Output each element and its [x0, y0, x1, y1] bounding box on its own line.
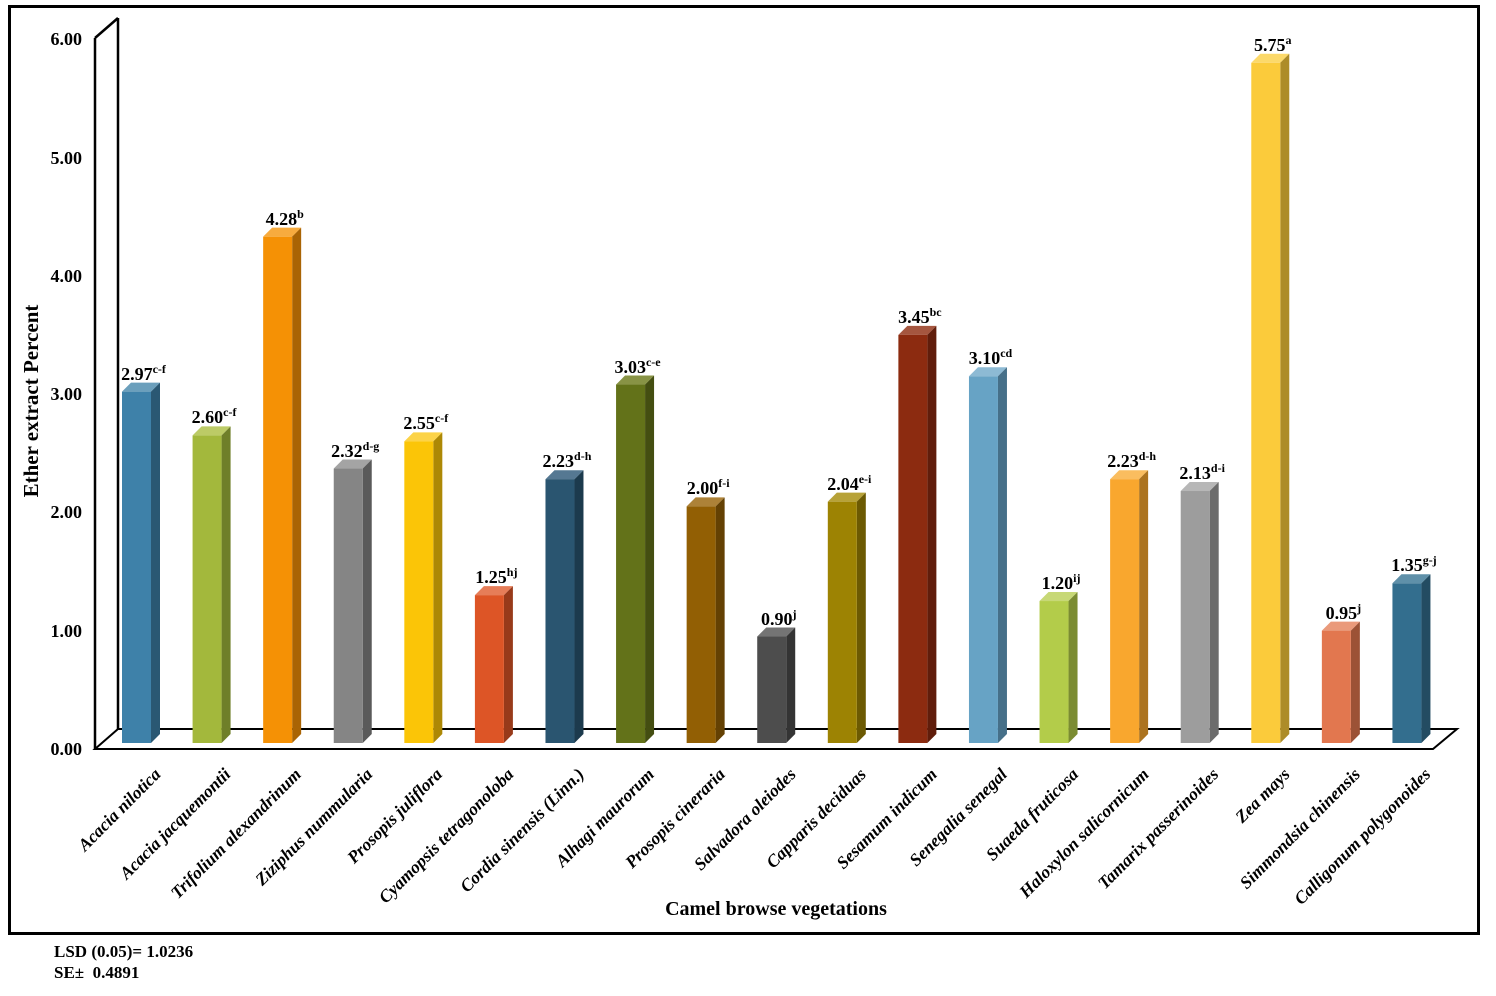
y-tick-label: 6.00 — [50, 29, 83, 50]
bar-front-face — [474, 595, 504, 743]
bar-front-face — [1251, 62, 1281, 743]
bar-top-face — [827, 492, 866, 502]
bar-value-label: 2.32d-g — [331, 438, 380, 461]
bar-front-face — [122, 391, 151, 743]
bar-top-face — [1392, 574, 1431, 584]
bar-top-face — [404, 432, 443, 442]
bar-value-label: 3.45bc — [898, 304, 942, 327]
bar-side-face — [503, 586, 513, 743]
bar-value-label: 4.28b — [265, 206, 304, 229]
bar-front-face — [757, 636, 787, 743]
bar-value-label: 2.60c-f — [191, 405, 237, 428]
bar-value-label: 3.10cd — [968, 346, 1013, 369]
bar-side-face — [1209, 482, 1219, 743]
bar-value-label: 2.13d-i — [1179, 461, 1225, 484]
bar-value-label: 2.23d-h — [1107, 449, 1157, 472]
bar-side-face — [1421, 574, 1431, 743]
bar-side-face — [1068, 592, 1078, 743]
y-axis-title: Ether extract Percent — [19, 304, 43, 498]
bar-top-face — [968, 367, 1007, 377]
bar-value-label: 2.04e-i — [827, 471, 872, 494]
bar-front-face — [192, 435, 222, 743]
bar-top-face — [545, 470, 584, 480]
bar-side-face — [1350, 621, 1360, 743]
bar-front-face — [898, 334, 928, 743]
bar-front-face — [616, 384, 646, 743]
bar-front-face — [686, 506, 716, 743]
bar-value-label: 3.03c-e — [614, 354, 661, 377]
footnote-lsd: LSD (0.05)= 1.0236 — [54, 942, 194, 961]
bar-side-face — [927, 325, 937, 743]
bar-side-face — [715, 497, 725, 743]
bar-top-face — [1321, 621, 1360, 631]
bar-front-face — [545, 479, 575, 743]
bar-value-label: 1.25hj — [475, 565, 518, 588]
chart-floor — [92, 728, 1460, 750]
bar-front-face — [263, 236, 293, 743]
y-tick-label: 0.00 — [50, 739, 83, 759]
bar-top-face — [263, 227, 302, 237]
bar-top-face — [474, 586, 513, 596]
bar-top-face — [122, 382, 160, 392]
bar-front-face — [1321, 630, 1351, 743]
bar-value-label: 2.00f-i — [686, 476, 730, 499]
x-axis-title: Camel browse vegetations — [665, 898, 887, 920]
bar-top-face — [1180, 482, 1219, 492]
bar-top-face — [686, 497, 725, 507]
bar-value-label: 5.75a — [1254, 32, 1292, 55]
bar-front-face — [404, 441, 434, 743]
y-tick-label: 4.00 — [50, 265, 83, 286]
bar-front-face — [968, 376, 998, 743]
bar-side-face — [997, 367, 1007, 743]
bar-side-face — [856, 492, 866, 743]
bar-top-face — [333, 459, 372, 469]
bar-side-face — [362, 459, 372, 743]
bar-value-label: 2.23d-h — [542, 449, 592, 472]
y-tick-label: 2.00 — [50, 502, 83, 523]
chart-border — [8, 5, 1480, 935]
bar-side-face — [292, 227, 302, 743]
bar-top-face — [616, 375, 655, 385]
y-tick-label: 5.00 — [50, 147, 83, 168]
bar-value-label: 0.90j — [760, 606, 797, 629]
bar-side-face — [151, 382, 160, 743]
bar-side-face — [574, 470, 584, 743]
bar-front-face — [1392, 583, 1422, 743]
bar-top-face — [1039, 592, 1078, 602]
bar-value-label: 0.95j — [1325, 600, 1362, 623]
bar-side-face — [786, 627, 796, 743]
bar-top-face — [757, 627, 796, 637]
bar-side-face — [1280, 53, 1290, 743]
y-axis-line — [93, 17, 120, 749]
bar-side-face — [221, 426, 231, 743]
bar-front-face — [1039, 601, 1069, 743]
bar-side-face — [1139, 470, 1149, 743]
y-tick-label: 1.00 — [50, 620, 83, 641]
bar-side-face — [645, 375, 655, 743]
bar-front-face — [1180, 491, 1210, 743]
y-tick-label: 3.00 — [50, 384, 83, 405]
bar-top-face — [1251, 53, 1290, 63]
bar-front-face — [827, 501, 857, 743]
bar-value-label: 1.20ij — [1041, 571, 1081, 594]
bar-top-face — [1110, 470, 1149, 480]
bar-top-face — [192, 426, 231, 436]
bar-value-label: 2.55c-f — [403, 411, 449, 434]
bar-front-face — [333, 468, 363, 743]
footnote-se: SE± 0.4891 — [54, 963, 140, 982]
bar-value-label: 1.35g-j — [1391, 553, 1437, 576]
bar-value-label: 2.97c-f — [121, 361, 166, 384]
bar-side-face — [433, 432, 443, 743]
bar-front-face — [1110, 479, 1140, 743]
bar-top-face — [898, 325, 937, 335]
